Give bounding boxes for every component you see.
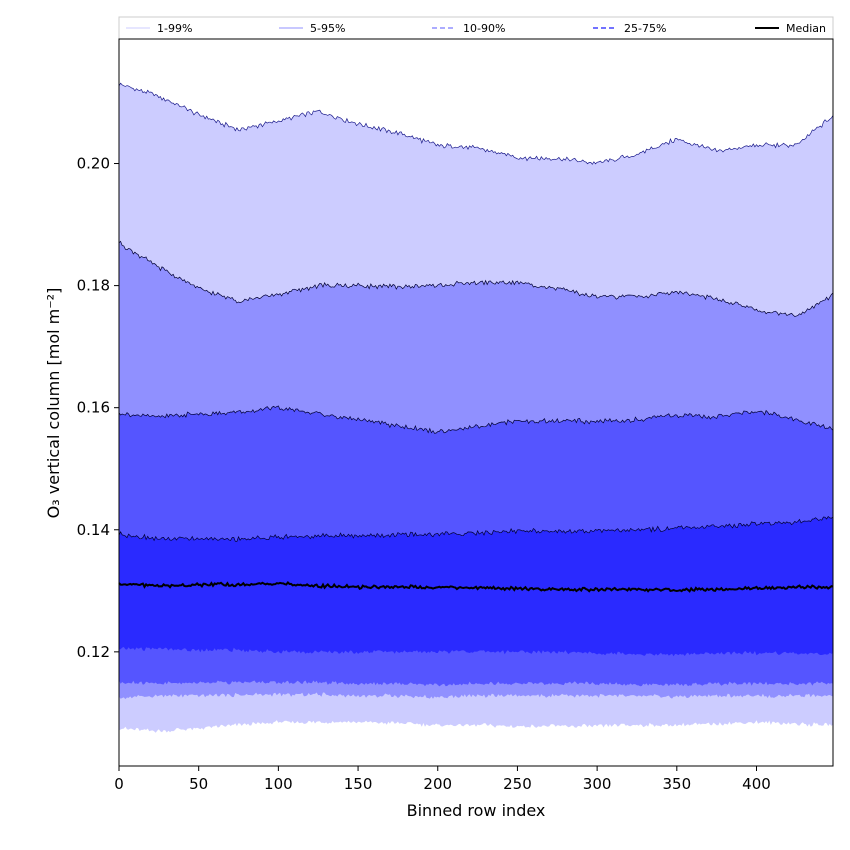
y-tick-label: 0.16 xyxy=(77,399,110,417)
legend-label: 5-95% xyxy=(310,22,345,35)
x-tick-label: 100 xyxy=(264,775,293,793)
y-axis-label: O₃ vertical column [mol m⁻²] xyxy=(44,288,63,519)
x-axis: 0 50 100 150 200 250 300 350 400 xyxy=(114,766,771,793)
x-axis-label: Binned row index xyxy=(407,801,546,820)
y-tick-label: 0.18 xyxy=(77,277,110,295)
y-axis: 0.12 0.14 0.16 0.18 0.20 xyxy=(77,155,119,661)
band-edge-1-99% xyxy=(118,82,834,165)
x-tick-label: 250 xyxy=(503,775,532,793)
plot-area xyxy=(118,38,834,767)
band-edge-25-75% xyxy=(118,515,834,542)
x-tick-label: 200 xyxy=(423,775,452,793)
x-tick-label: 50 xyxy=(189,775,208,793)
x-tick-label: 0 xyxy=(114,775,124,793)
legend-label: 25-75% xyxy=(624,22,666,35)
legend-item-5-95%: 5-95% xyxy=(279,22,345,35)
x-tick-label: 300 xyxy=(583,775,612,793)
legend-item-25-75%: 25-75% xyxy=(593,22,666,35)
legend-label: 1-99% xyxy=(157,22,192,35)
band-edge-10-90% xyxy=(118,405,834,434)
legend: 1-99% 5-95% 10-90% 25-75% Median xyxy=(118,16,834,40)
y-tick-label: 0.14 xyxy=(77,521,110,539)
legend-label: 10-90% xyxy=(463,22,505,35)
legend-item-Median: Median xyxy=(755,22,826,35)
plot-frame xyxy=(118,38,834,767)
x-tick-label: 350 xyxy=(662,775,691,793)
band-edge-5-95% xyxy=(118,240,834,317)
y-tick-label: 0.20 xyxy=(77,155,110,173)
median-line xyxy=(118,581,834,593)
legend-label: Median xyxy=(786,22,826,35)
legend-item-1-99%: 1-99% xyxy=(126,22,192,35)
x-tick-label: 150 xyxy=(344,775,373,793)
y-tick-label: 0.12 xyxy=(77,643,110,661)
x-tick-label: 400 xyxy=(742,775,771,793)
legend-item-10-90%: 10-90% xyxy=(432,22,505,35)
